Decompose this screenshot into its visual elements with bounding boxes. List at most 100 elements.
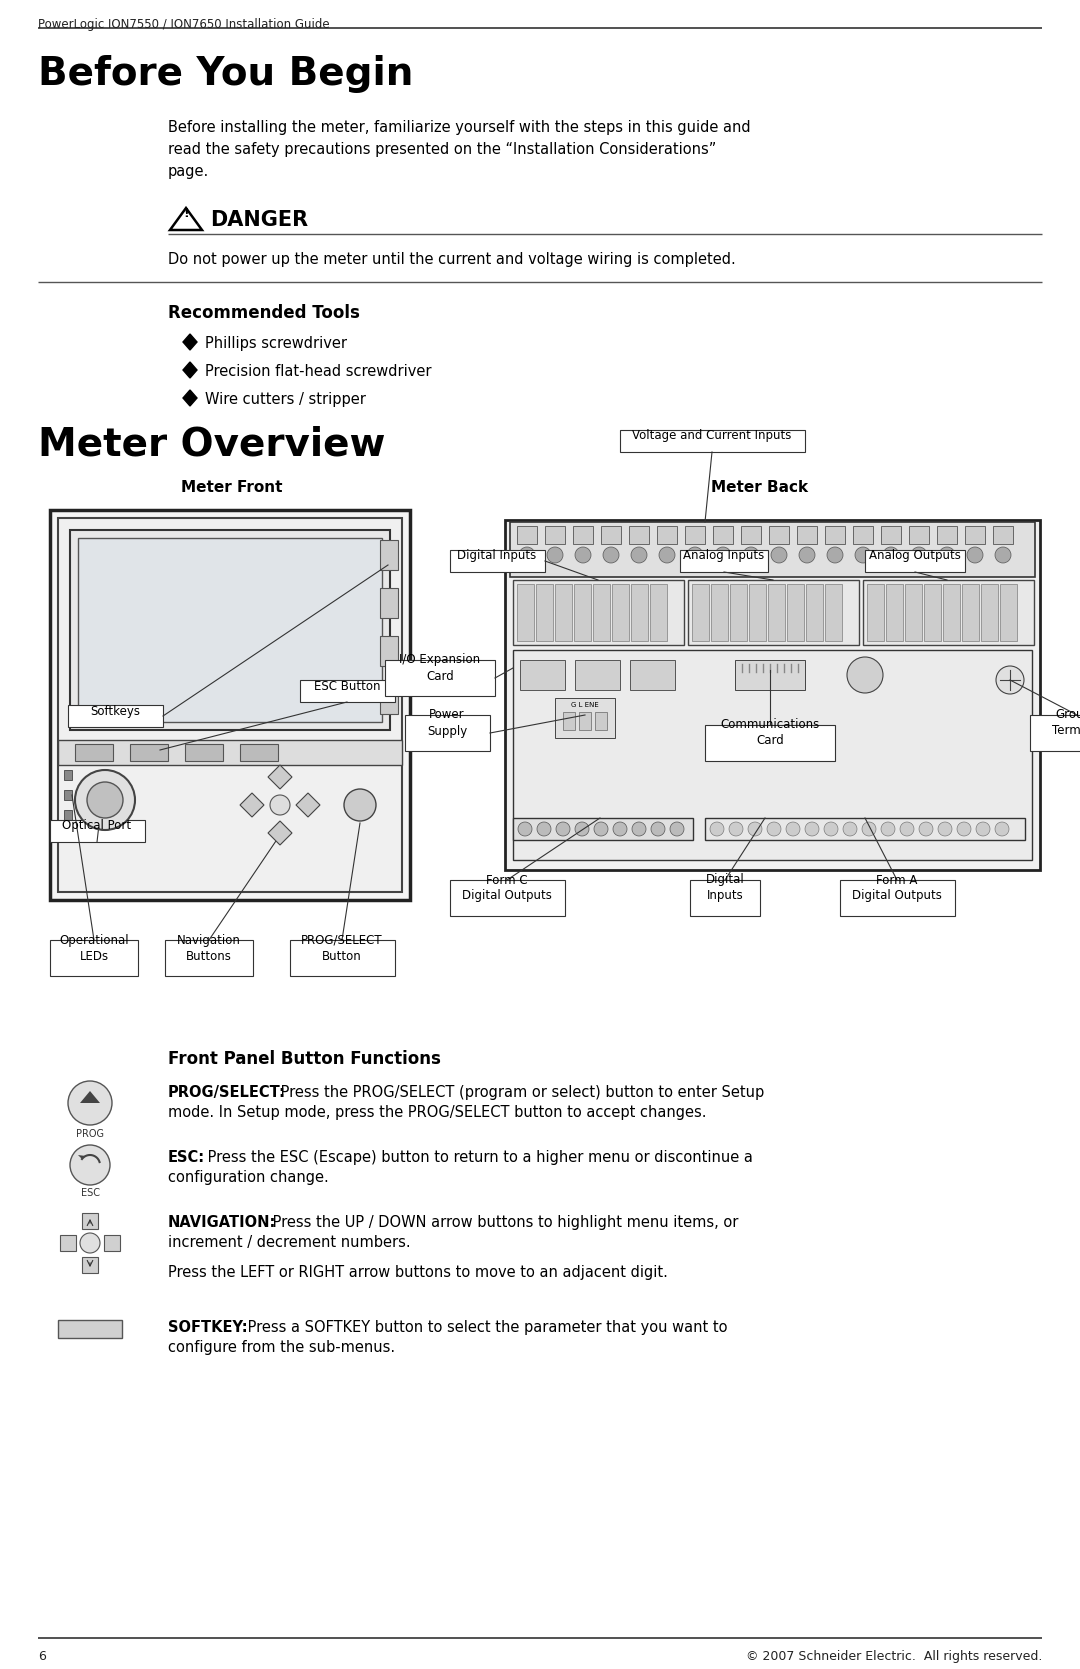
Bar <box>64 769 72 779</box>
Text: Power
Supply: Power Supply <box>427 709 468 738</box>
Bar <box>185 744 222 761</box>
Bar <box>863 581 1034 644</box>
Bar <box>563 713 575 729</box>
Circle shape <box>900 823 914 836</box>
Text: Press the LEFT or RIGHT arrow buttons to move to an adjacent digit.: Press the LEFT or RIGHT arrow buttons to… <box>168 1265 667 1280</box>
Text: Meter Back: Meter Back <box>712 481 809 496</box>
Bar <box>513 581 684 644</box>
Polygon shape <box>268 821 292 845</box>
Text: Precision flat-head screwdriver: Precision flat-head screwdriver <box>205 364 432 379</box>
Polygon shape <box>78 1155 86 1158</box>
Bar <box>505 521 1040 870</box>
Bar <box>58 1320 122 1339</box>
Circle shape <box>855 547 870 562</box>
Bar <box>600 526 621 544</box>
Bar <box>536 584 553 641</box>
Circle shape <box>748 823 762 836</box>
Bar <box>705 724 835 761</box>
Circle shape <box>827 547 843 562</box>
Circle shape <box>659 547 675 562</box>
Text: mode. In Setup mode, press the PROG/SELECT button to accept changes.: mode. In Setup mode, press the PROG/SELE… <box>168 1105 706 1120</box>
Bar <box>50 511 410 900</box>
Text: 6: 6 <box>38 1651 45 1662</box>
Bar <box>517 526 537 544</box>
Bar <box>1030 714 1080 751</box>
Text: Communications
Card: Communications Card <box>720 718 820 748</box>
Bar <box>685 526 705 544</box>
Circle shape <box>729 823 743 836</box>
Text: Meter Front: Meter Front <box>181 481 283 496</box>
Circle shape <box>824 823 838 836</box>
Bar <box>64 809 72 819</box>
Circle shape <box>710 823 724 836</box>
Text: Meter Overview: Meter Overview <box>38 426 386 462</box>
Bar <box>450 880 565 916</box>
Circle shape <box>843 823 858 836</box>
Bar <box>517 584 534 641</box>
Bar <box>595 713 607 729</box>
Polygon shape <box>104 1235 120 1252</box>
Circle shape <box>883 547 899 562</box>
Bar <box>909 526 929 544</box>
Bar <box>510 522 1035 577</box>
Bar <box>650 584 667 641</box>
Text: ESC Button: ESC Button <box>314 679 380 693</box>
Text: DANGER: DANGER <box>210 210 308 230</box>
Circle shape <box>996 666 1024 694</box>
Bar <box>573 584 591 641</box>
Bar <box>384 659 495 696</box>
Bar <box>573 526 593 544</box>
Bar <box>64 789 72 799</box>
Bar <box>981 584 998 641</box>
Bar <box>881 526 901 544</box>
Bar <box>130 744 168 761</box>
Bar <box>593 584 610 641</box>
Text: © 2007 Schneider Electric.  All rights reserved.: © 2007 Schneider Electric. All rights re… <box>745 1651 1042 1662</box>
Bar <box>730 584 747 641</box>
Bar <box>575 659 620 689</box>
Circle shape <box>805 823 819 836</box>
Text: PROG/SELECT
Button: PROG/SELECT Button <box>301 933 382 963</box>
Bar <box>797 526 816 544</box>
Text: Before installing the meter, familiarize yourself with the steps in this guide a: Before installing the meter, familiarize… <box>168 120 751 135</box>
Text: I/O Expansion
Card: I/O Expansion Card <box>400 654 481 683</box>
Bar <box>886 584 903 641</box>
Bar <box>768 584 785 641</box>
Bar <box>787 584 804 641</box>
Text: Operational
LEDs: Operational LEDs <box>59 933 129 963</box>
Bar <box>165 940 253 976</box>
Circle shape <box>743 547 759 562</box>
Text: PROG/SELECT:: PROG/SELECT: <box>168 1085 286 1100</box>
Text: G L ENE: G L ENE <box>571 703 599 708</box>
Text: NAVIGATION:: NAVIGATION: <box>168 1215 276 1230</box>
Text: !: ! <box>184 207 189 220</box>
Circle shape <box>995 823 1009 836</box>
Circle shape <box>919 823 933 836</box>
Circle shape <box>715 547 731 562</box>
Bar <box>380 587 399 618</box>
Bar <box>612 584 629 641</box>
Circle shape <box>68 1082 112 1125</box>
Bar <box>555 698 615 738</box>
Text: Optical Port: Optical Port <box>63 819 132 833</box>
Bar <box>735 659 805 689</box>
Text: configure from the sub-menus.: configure from the sub-menus. <box>168 1340 395 1355</box>
Circle shape <box>613 823 627 836</box>
Text: Form A
Digital Outputs: Form A Digital Outputs <box>852 873 942 903</box>
Bar <box>513 649 1032 860</box>
Text: Analog Inputs: Analog Inputs <box>684 549 765 562</box>
Text: Ground
Terminal: Ground Terminal <box>1052 709 1080 738</box>
Circle shape <box>575 823 589 836</box>
Bar <box>853 526 873 544</box>
Bar <box>713 526 733 544</box>
Text: SOFTKEY:: SOFTKEY: <box>168 1320 247 1335</box>
Bar <box>291 940 395 976</box>
Bar <box>620 431 805 452</box>
Polygon shape <box>296 793 320 818</box>
Bar <box>867 584 885 641</box>
Polygon shape <box>183 334 197 350</box>
Bar <box>750 584 766 641</box>
Circle shape <box>939 547 955 562</box>
Circle shape <box>976 823 990 836</box>
Text: Front Panel Button Functions: Front Panel Button Functions <box>168 1050 441 1068</box>
